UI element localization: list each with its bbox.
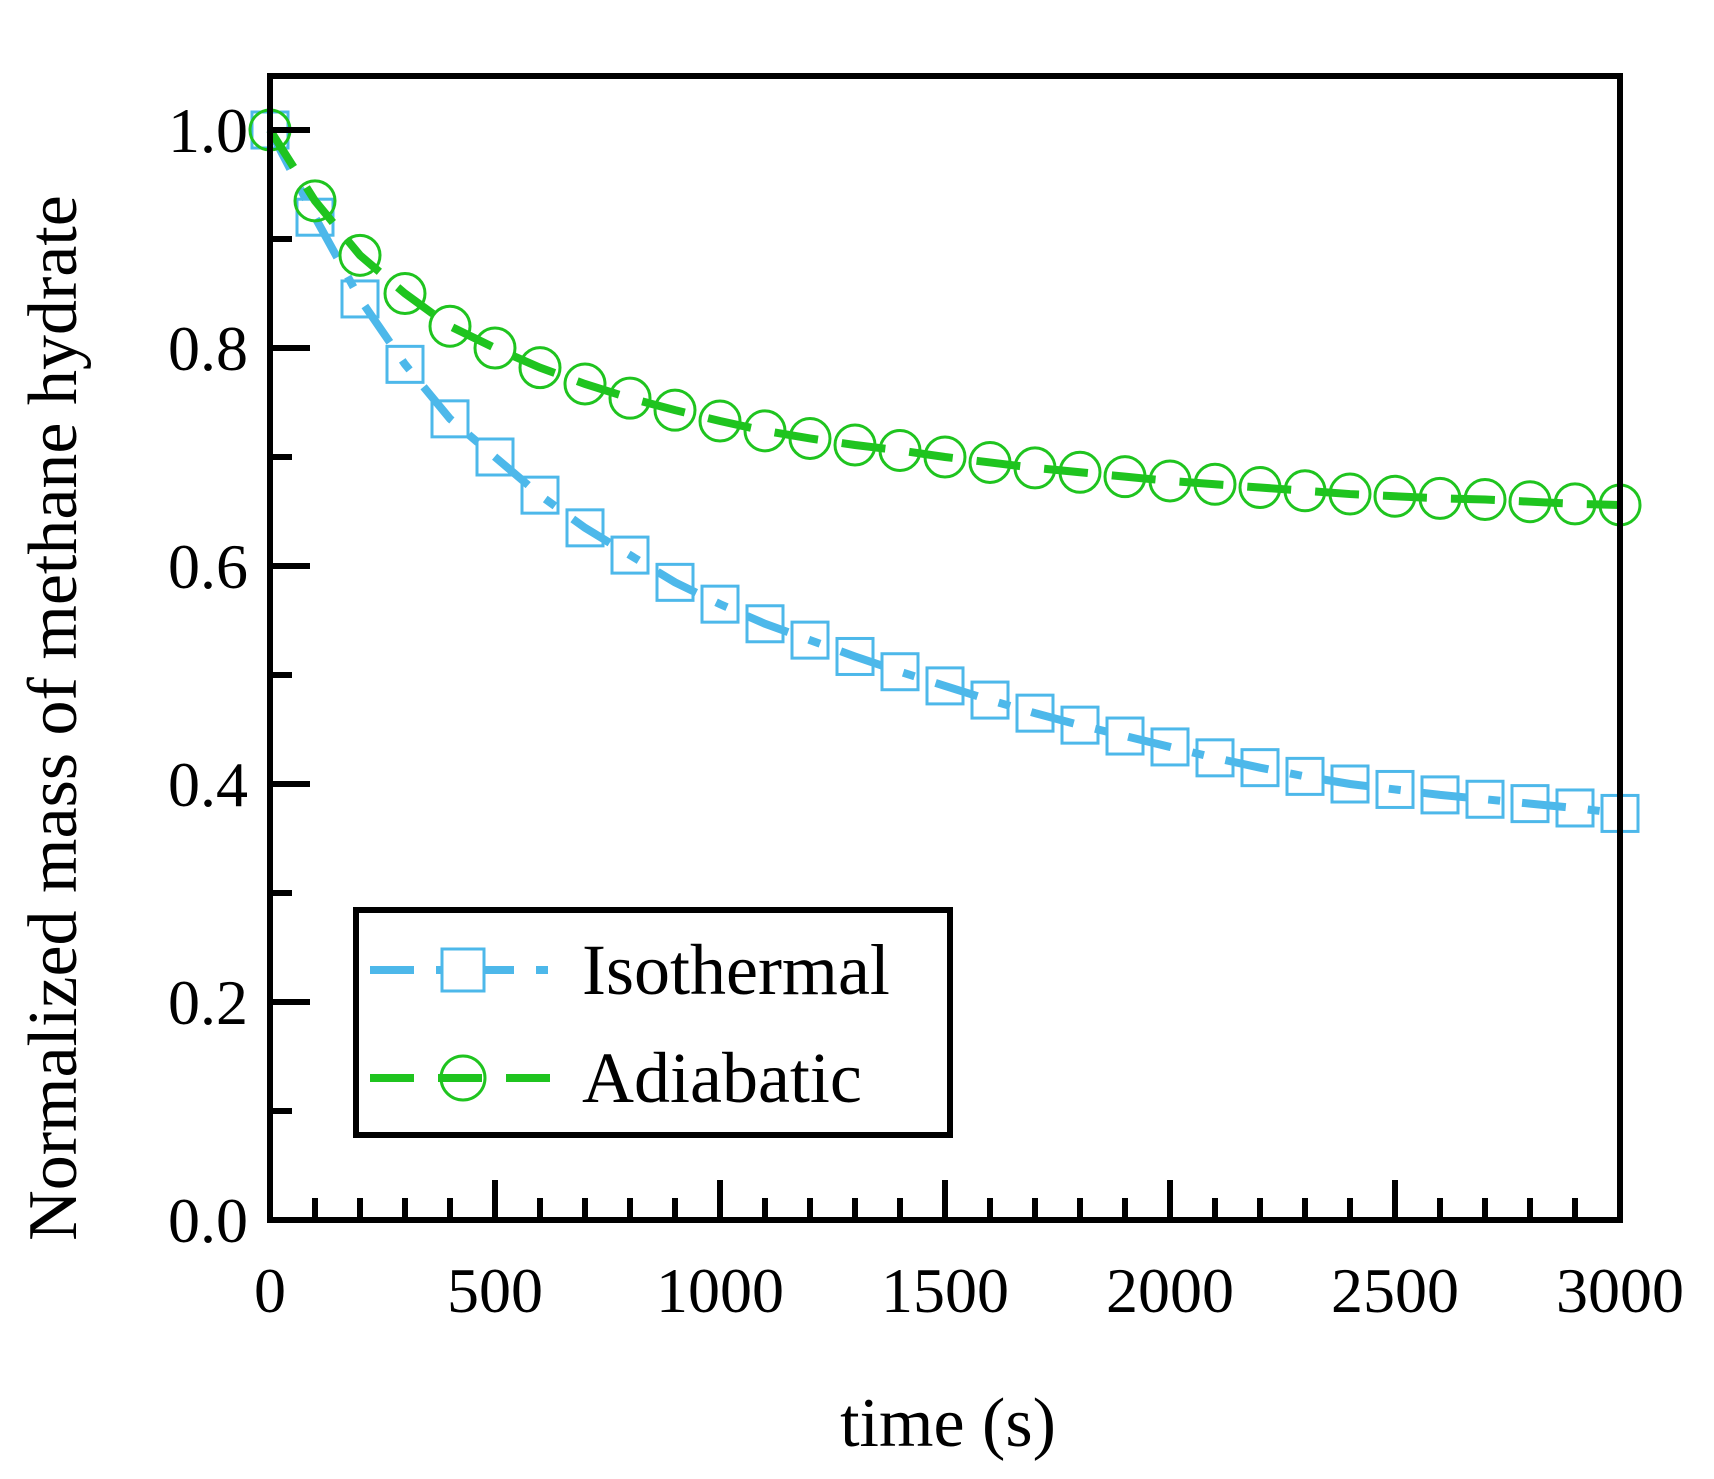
data-point-circle: [1553, 482, 1597, 526]
data-point-circle: [968, 440, 1012, 484]
series-line-isothermal: [266, 128, 1621, 818]
legend-item-isothermal: Isothermal: [370, 930, 890, 1010]
data-point-circle: [878, 428, 922, 472]
y-tick-label: 0.4: [168, 749, 248, 820]
x-tick-label: 2500: [1331, 1255, 1459, 1326]
data-point-circle: [1418, 476, 1462, 520]
axes-layer: 0 500 1000 1500 2000 2500 3000 0.0 0.2 0.4 0.6 0.8 1…: [168, 73, 1684, 1326]
data-point-square: [1195, 738, 1235, 778]
series-layer: [248, 108, 1642, 833]
data-point-circle: [1058, 450, 1102, 494]
data-point-circle: [698, 399, 742, 443]
data-point-square: [655, 562, 695, 602]
data-point-square: [1330, 764, 1370, 804]
data-point-circle: [608, 376, 652, 420]
data-point-square: [1465, 779, 1505, 819]
x-tick-label: 2000: [1106, 1255, 1234, 1326]
data-point-circle: [923, 435, 967, 479]
data-point-square: [1105, 716, 1145, 756]
data-point-square: [880, 652, 920, 692]
data-point-square: [340, 279, 380, 319]
series-line-adiabatic: [266, 127, 1621, 509]
legend-label-adiabatic: Adiabatic: [582, 1038, 862, 1118]
data-point-circle: [788, 416, 832, 460]
data-point-square: [1285, 756, 1325, 796]
data-point-square: [1015, 693, 1055, 733]
legend-marker-circle: [439, 1054, 487, 1102]
data-point-square: [925, 666, 965, 706]
y-tick-label: 0.6: [168, 531, 248, 602]
data-point-circle: [338, 233, 382, 277]
data-point-circle: [1238, 466, 1282, 510]
data-point-square: [565, 508, 605, 548]
data-point-square: [1060, 705, 1100, 745]
x-axis-title: time (s): [840, 1385, 1056, 1462]
data-point-circle: [1013, 446, 1057, 490]
data-point-circle: [383, 272, 427, 315]
data-point-circle: [1463, 478, 1507, 522]
data-point-square: [1510, 784, 1550, 824]
y-axis-title: Normalized mass of methane hydrate: [15, 195, 92, 1241]
data-point-square: [1375, 769, 1415, 809]
legend-label-isothermal: Isothermal: [582, 930, 890, 1010]
y-tick-label: 0.8: [168, 313, 248, 384]
data-point-circle: [833, 423, 877, 467]
data-point-circle: [1103, 455, 1147, 499]
legend-item-adiabatic: Adiabatic: [370, 1038, 862, 1118]
data-point-circle: [653, 388, 697, 432]
data-point-square: [700, 584, 740, 624]
data-point-circle: [1148, 459, 1192, 503]
data-point-circle: [1283, 469, 1327, 513]
data-point-circle: [293, 179, 337, 223]
data-point-circle: [428, 304, 472, 348]
data-point-square: [790, 620, 830, 660]
data-point-square: [610, 535, 650, 575]
data-point-square: [1555, 788, 1595, 828]
data-point-square: [385, 344, 425, 384]
data-point-square: [1420, 775, 1460, 815]
data-point-circle: [518, 346, 562, 390]
data-point-square: [1150, 727, 1190, 767]
data-point-circle: [473, 326, 517, 370]
x-tick-label: 500: [447, 1255, 543, 1326]
data-point-circle: [1193, 462, 1237, 506]
y-tick-label: 1.0: [168, 95, 248, 166]
x-tick-label: 1500: [881, 1255, 1009, 1326]
data-point-square: [970, 680, 1010, 720]
series-adiabatic: [248, 108, 1642, 527]
legend: Isothermal Adiabatic: [353, 907, 953, 1138]
data-point-square: [520, 475, 560, 515]
data-point-square: [835, 636, 875, 676]
x-tick-label: 0: [254, 1255, 286, 1326]
y-tick-label: 0.0: [168, 1185, 248, 1256]
series-isothermal: [250, 110, 1640, 833]
x-tick-label: 1000: [656, 1255, 784, 1326]
data-point-square: [475, 437, 515, 477]
data-point-square: [1240, 748, 1280, 788]
y-tick-label: 0.2: [168, 967, 248, 1038]
data-point-circle: [563, 362, 607, 406]
legend-marker-square: [440, 947, 486, 993]
data-point-square: [745, 604, 785, 644]
data-point-circle: [1373, 474, 1417, 518]
data-point-circle: [1328, 472, 1372, 516]
x-tick-label: 3000: [1556, 1255, 1684, 1326]
data-point-square: [430, 399, 470, 439]
data-point-circle: [1508, 480, 1552, 524]
data-point-circle: [743, 409, 787, 453]
